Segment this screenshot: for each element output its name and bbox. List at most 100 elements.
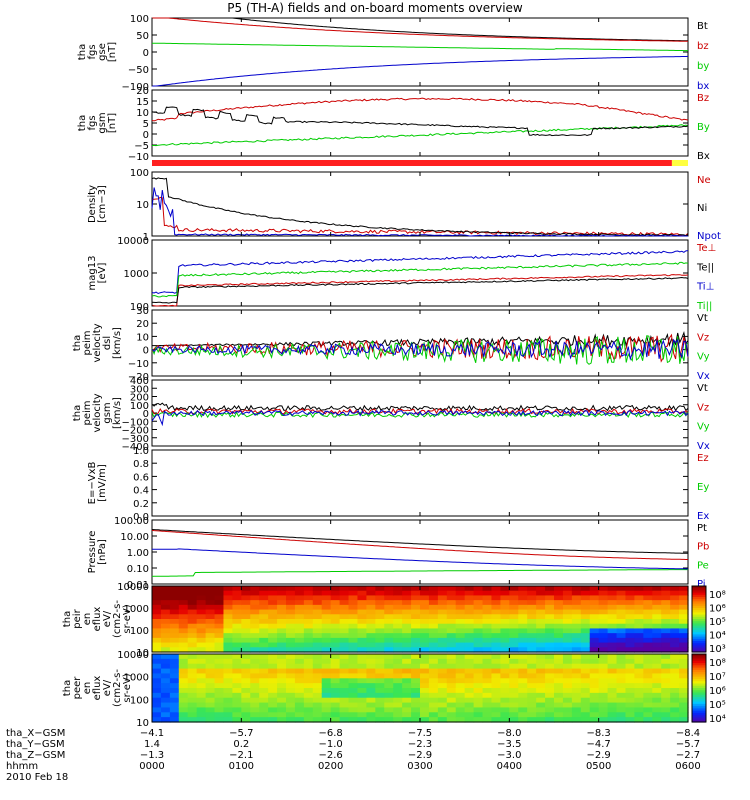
heatmap-cell — [420, 628, 430, 634]
heatmap-cell — [357, 717, 367, 723]
heatmap-cell — [446, 609, 457, 615]
heatmap-cell — [411, 628, 421, 634]
heatmap-cell — [482, 590, 493, 597]
heatmap-cell — [286, 692, 296, 699]
heatmap-cell — [205, 600, 216, 606]
heatmap-cell — [643, 600, 653, 606]
heatmap-cell — [214, 623, 225, 630]
heatmap-cell — [268, 702, 278, 709]
heatmap-cell — [428, 628, 439, 634]
colorbar-swatch — [692, 603, 706, 607]
heatmap-cell — [160, 637, 171, 644]
heatmap-cell — [160, 702, 171, 709]
legend-Vz: Vz — [697, 402, 709, 413]
heatmap-cell — [357, 712, 367, 718]
heatmap-cell — [571, 668, 582, 675]
heatmap-cell — [643, 658, 653, 665]
ytick-label: −50 — [128, 65, 149, 76]
heatmap-cell — [679, 614, 689, 620]
colorbar-label: 10³ — [709, 644, 726, 655]
heatmap-cell — [464, 600, 475, 606]
heatmap-cell — [402, 668, 412, 675]
heatmap-cell — [589, 590, 600, 597]
heatmap-cell — [527, 637, 537, 644]
date-label: 2010 Feb 18 — [6, 772, 68, 783]
heatmap-cell — [428, 673, 439, 679]
ytick-label: 0 — [143, 346, 149, 357]
ephemeris-value: 0400 — [497, 761, 522, 772]
heatmap-cell — [321, 590, 332, 597]
heatmap-cell — [277, 712, 287, 718]
heatmap-cell — [241, 586, 251, 592]
heatmap-cell — [402, 590, 412, 597]
colorbar-swatch — [692, 612, 706, 616]
heatmap-cell — [536, 688, 546, 694]
heatmap-cell — [616, 623, 627, 630]
series-line-Te⊥ — [151, 274, 689, 307]
heatmap-cell — [670, 637, 680, 644]
heatmap-cell — [527, 654, 537, 660]
heatmap-cell — [393, 590, 403, 597]
ytick-label: 10 — [136, 108, 149, 119]
ytick-label: 100 — [130, 14, 149, 25]
colorbar-swatch — [692, 597, 706, 600]
heatmap-cell — [527, 692, 537, 699]
heatmap-cell — [518, 663, 528, 670]
ephemeris-value: −4.7 — [587, 739, 611, 750]
heatmap-cell — [500, 707, 510, 713]
heatmap-cell — [384, 637, 394, 644]
heatmap-cell — [562, 637, 573, 644]
heatmap-cell — [223, 633, 233, 639]
heatmap-cell — [411, 654, 421, 660]
heatmap-cell — [670, 658, 680, 665]
heatmap-cell — [509, 683, 519, 689]
heatmap-cell — [643, 702, 653, 709]
heatmap-cell — [321, 633, 332, 639]
heatmap-cell — [160, 663, 171, 670]
heatmap-cell — [375, 692, 385, 699]
heatmap-cell — [554, 623, 564, 630]
heatmap-cell — [232, 673, 242, 679]
heatmap-cell — [500, 642, 510, 648]
legend-Vy: Vy — [697, 422, 710, 433]
heatmap-cell — [205, 647, 216, 653]
heatmap-cell — [580, 604, 591, 611]
heatmap-cell — [178, 623, 189, 630]
heatmap-cell — [205, 590, 216, 597]
heatmap-cell — [562, 658, 573, 665]
heatmap-cell — [277, 642, 287, 648]
colorbar-frame — [691, 653, 707, 723]
heatmap-cell — [634, 623, 644, 630]
heatmap-cell — [402, 673, 412, 679]
heatmap-cell — [616, 633, 627, 639]
heatmap-cell — [679, 595, 689, 601]
heatmap-cell — [679, 688, 689, 694]
heatmap-cell — [625, 628, 635, 634]
colorbar-swatch — [692, 688, 706, 691]
heatmap-cell — [294, 707, 305, 713]
heatmap-cell — [536, 663, 546, 670]
heatmap-cell — [428, 586, 439, 592]
heatmap-cell — [321, 673, 332, 679]
heatmap-cell — [303, 683, 314, 689]
heatmap-cell — [366, 623, 376, 630]
heatmap-cell — [268, 614, 278, 620]
heatmap-cell — [661, 623, 671, 630]
heatmap-cell — [509, 614, 519, 620]
heatmap-cell — [357, 654, 367, 660]
heatmap-cell — [420, 663, 430, 670]
heatmap-cell — [357, 642, 367, 648]
heatmap-cell — [527, 642, 537, 648]
heatmap-cell — [178, 717, 189, 723]
heatmap-cell — [294, 647, 305, 653]
heatmap-cell — [339, 590, 350, 597]
heatmap-cell — [232, 637, 242, 644]
heatmap-cell — [670, 712, 680, 718]
heatmap-cell — [652, 633, 662, 639]
heatmap-cell — [366, 628, 376, 634]
heatmap-cell — [205, 633, 216, 639]
heatmap-cell — [446, 623, 457, 630]
heatmap-cell — [178, 614, 189, 620]
